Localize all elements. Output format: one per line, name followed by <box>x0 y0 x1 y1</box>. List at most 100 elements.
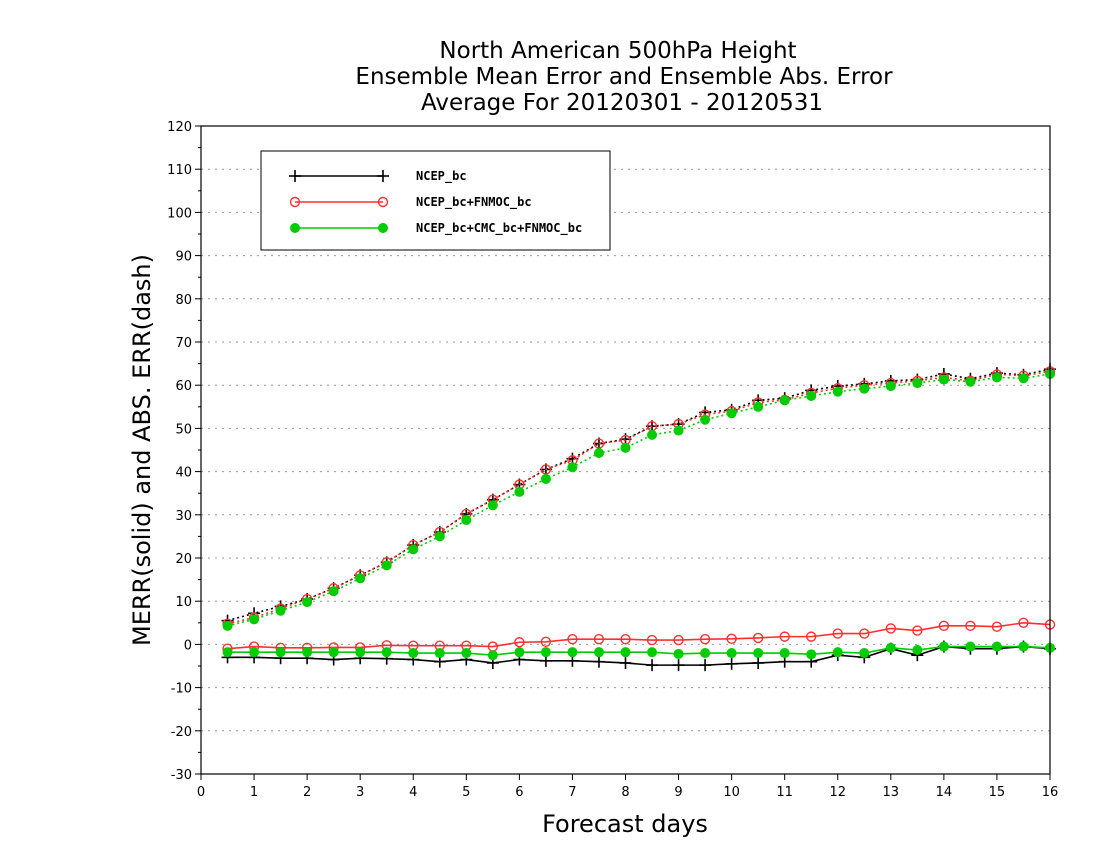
abs-err-point-ncep-bc-cmc-bc-fnmoc-bc <box>275 605 286 616</box>
x-tick-label: 14 <box>936 785 953 800</box>
x-tick-label: 13 <box>883 785 900 800</box>
merr-line-ncep-bc-fnmoc-bc <box>227 621 1051 650</box>
y-tick-label: 90 <box>175 250 192 265</box>
x-tick-label: 15 <box>989 785 1006 800</box>
y-tick-label: 30 <box>175 509 192 524</box>
merr-point-ncep-bc-fnmoc-bc <box>540 636 552 648</box>
merr-point-ncep-bc-cmc-bc-fnmoc-bc <box>487 650 498 661</box>
merr-point-ncep-bc-cmc-bc-fnmoc-bc <box>461 648 472 659</box>
series-ncep-bc <box>221 363 1056 672</box>
abs-err-point-ncep-bc-cmc-bc-fnmoc-bc <box>779 395 790 406</box>
legend-label: NCEP_bc <box>416 169 467 184</box>
y-tick-label: -20 <box>171 725 192 740</box>
abs-err-point-ncep-bc-cmc-bc-fnmoc-bc <box>753 401 764 412</box>
merr-point-ncep-bc-fnmoc-bc <box>752 632 764 644</box>
x-tick-label: 0 <box>197 785 205 800</box>
merr-point-ncep-bc <box>725 657 738 670</box>
merr-point-ncep-bc-cmc-bc-fnmoc-bc <box>885 642 896 653</box>
merr-point-ncep-bc-fnmoc-bc <box>593 634 605 645</box>
merr-point-ncep-bc-cmc-bc-fnmoc-bc <box>726 648 737 659</box>
merr-point-ncep-bc-cmc-bc-fnmoc-bc <box>806 649 817 660</box>
abs-err-point-ncep-bc-fnmoc-bc <box>593 438 605 449</box>
merr-point-ncep-bc-cmc-bc-fnmoc-bc <box>753 648 764 659</box>
abs-err-point-ncep-bc-cmc-bc-fnmoc-bc <box>328 586 339 597</box>
y-tick-label: 110 <box>167 163 192 178</box>
abs-err-point-ncep-bc-cmc-bc-fnmoc-bc <box>408 544 419 555</box>
legend-marker <box>289 196 301 208</box>
abs-err-point-ncep-bc-fnmoc-bc <box>540 464 552 475</box>
merr-point-ncep-bc-cmc-bc-fnmoc-bc <box>540 647 551 658</box>
legend-item-ncep-bc-fnmoc-bc: NCEP_bc+FNMOC_bc <box>289 195 532 210</box>
merr-point-ncep-bc-cmc-bc-fnmoc-bc <box>434 648 445 659</box>
merr-point-ncep-bc-fnmoc-bc <box>620 634 631 645</box>
y-tick-label: 80 <box>175 293 192 308</box>
abs-err-point-ncep-bc-cmc-bc-fnmoc-bc <box>222 620 233 631</box>
abs-err-point-ncep-bc-cmc-bc-fnmoc-bc <box>832 386 843 397</box>
legend-item-ncep-bc-cmc-bc-fnmoc-bc: NCEP_bc+CMC_bc+FNMOC_bc <box>290 221 582 236</box>
x-tick-label: 4 <box>409 785 417 800</box>
merr-point-ncep-bc-fnmoc-bc <box>965 620 976 632</box>
y-tick-label: 100 <box>167 206 192 221</box>
legend-marker <box>377 170 389 182</box>
series-ncep-bc-cmc-bc-fnmoc-bc <box>222 368 1055 661</box>
merr-point-ncep-bc-cmc-bc-fnmoc-bc <box>991 641 1002 652</box>
title-line-2: Ensemble Mean Error and Ensemble Abs. Er… <box>355 64 893 90</box>
merr-point-ncep-bc-fnmoc-bc <box>514 637 525 648</box>
merr-point-ncep-bc <box>646 659 659 672</box>
abs-err-point-ncep-bc-cmc-bc-fnmoc-bc <box>965 376 976 387</box>
y-tick-label: 10 <box>175 595 192 610</box>
merr-point-ncep-bc-fnmoc-bc <box>673 634 684 646</box>
y-tick-label: 20 <box>175 552 192 567</box>
merr-point-ncep-bc-fnmoc-bc <box>567 634 578 645</box>
abs-err-point-ncep-bc-cmc-bc-fnmoc-bc <box>938 374 949 385</box>
merr-point-ncep-bc-cmc-bc-fnmoc-bc <box>567 647 578 658</box>
abs-err-point-ncep-bc-cmc-bc-fnmoc-bc <box>620 442 631 453</box>
merr-point-ncep-bc-cmc-bc-fnmoc-bc <box>514 647 525 658</box>
merr-point-ncep-bc-cmc-bc-fnmoc-bc <box>328 647 339 658</box>
merr-point-ncep-bc-fnmoc-bc <box>646 634 658 646</box>
y-axis-label: MERR(solid) and ABS. ERR(dash) <box>128 254 156 646</box>
merr-point-ncep-bc <box>752 656 765 669</box>
y-tick-label: 120 <box>167 120 192 135</box>
legend-marker <box>377 196 389 208</box>
abs-err-point-ncep-bc-cmc-bc-fnmoc-bc <box>726 408 737 419</box>
abs-err-point-ncep-bc-cmc-bc-fnmoc-bc <box>381 560 392 571</box>
x-tick-label: 3 <box>356 785 364 800</box>
y-tick-label: 40 <box>175 466 192 481</box>
merr-point-ncep-bc-cmc-bc-fnmoc-bc <box>938 641 949 652</box>
legend-label: NCEP_bc+FNMOC_bc <box>416 195 532 210</box>
merr-point-ncep-bc-cmc-bc-fnmoc-bc <box>700 648 711 659</box>
abs-err-point-ncep-bc-cmc-bc-fnmoc-bc <box>567 462 578 473</box>
merr-point-ncep-bc-fnmoc-bc <box>859 628 870 639</box>
merr-point-ncep-bc <box>672 659 685 672</box>
abs-err-point-ncep-bc-cmc-bc-fnmoc-bc <box>461 514 472 525</box>
merr-point-ncep-bc-fnmoc-bc <box>912 625 923 636</box>
merr-point-ncep-bc-cmc-bc-fnmoc-bc <box>381 647 392 658</box>
y-tick-label: -30 <box>171 768 192 783</box>
y-tick-label: 50 <box>175 422 192 437</box>
legend-box <box>260 150 611 251</box>
abs-err-line-ncep-bc-fnmoc-bc <box>227 370 1051 625</box>
merr-point-ncep-bc-fnmoc-bc <box>1018 617 1029 628</box>
abs-err-point-ncep-bc-cmc-bc-fnmoc-bc <box>859 383 870 394</box>
y-tick-label: 60 <box>175 379 192 394</box>
x-tick-label: 9 <box>674 785 682 800</box>
title-line-1: North American 500hPa Height <box>439 38 796 64</box>
legend-label: NCEP_bc+CMC_bc+FNMOC_bc <box>416 221 582 236</box>
x-tick-label: 7 <box>568 785 576 800</box>
y-axis: -30 -20 -10 0 10 20 30 40 50 60 70 80 90 100 110 120 <box>167 120 201 783</box>
abs-err-line-ncep-bc-cmc-bc-fnmoc-bc <box>227 373 1051 627</box>
abs-err-point-ncep-bc-cmc-bc-fnmoc-bc <box>1018 373 1029 384</box>
abs-err-point-ncep-bc-cmc-bc-fnmoc-bc <box>355 573 366 584</box>
abs-err-point-ncep-bc-cmc-bc-fnmoc-bc <box>885 381 896 392</box>
abs-err-point-ncep-bc-cmc-bc-fnmoc-bc <box>434 531 445 542</box>
y-tick-label: 0 <box>184 638 192 653</box>
merr-point-ncep-bc-cmc-bc-fnmoc-bc <box>355 647 366 658</box>
x-tick-label: 10 <box>723 785 740 800</box>
legend: NCEP_bc NCEP_bc+FNMOC_bc NCEP_bc+CMC_bc+FN… <box>260 150 611 251</box>
merr-point-ncep-bc-cmc-bc-fnmoc-bc <box>620 647 631 658</box>
y-tick-label: -10 <box>171 682 192 697</box>
merr-point-ncep-bc-fnmoc-bc <box>832 628 843 639</box>
x-tick-label: 2 <box>303 785 311 800</box>
merr-point-ncep-bc-cmc-bc-fnmoc-bc <box>779 648 790 659</box>
